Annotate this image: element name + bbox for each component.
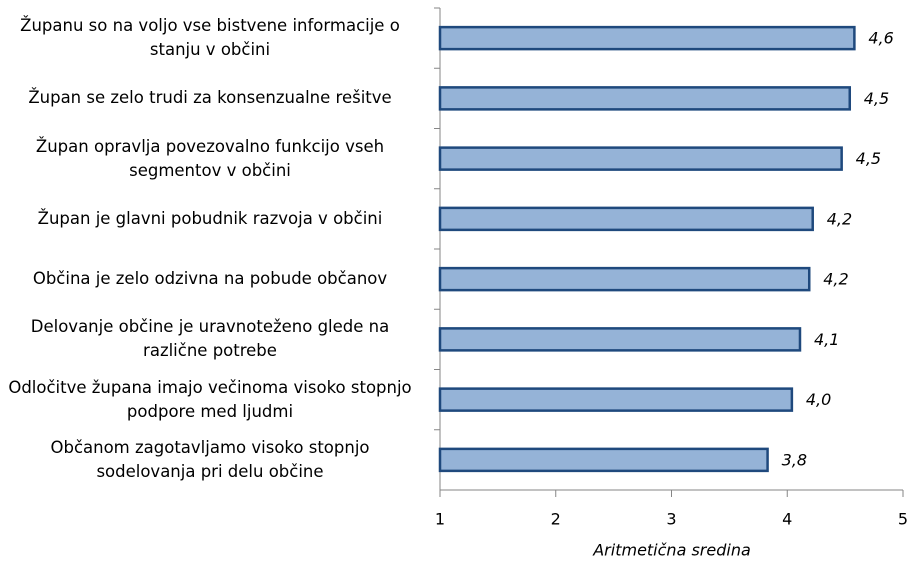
data-label: 4,0 bbox=[806, 390, 831, 409]
bar bbox=[438, 206, 814, 232]
x-tick-label: 5 bbox=[898, 510, 908, 529]
data-label: 3,8 bbox=[782, 450, 807, 469]
y-tick-label: Župan opravlja povezovalno funkcijo vseh… bbox=[35, 136, 385, 180]
y-tick-label: Županu so na voljo vse bistvene informac… bbox=[20, 16, 400, 60]
x-axis-title: Aritmetična sredina bbox=[592, 541, 751, 560]
y-tick-label: Občanom zagotavljamo visoko stopnjo sode… bbox=[50, 437, 370, 481]
data-label: 4,5 bbox=[856, 149, 881, 168]
x-tick-label: 2 bbox=[551, 510, 561, 529]
bar bbox=[438, 86, 852, 111]
y-tick-label: Odločitve župana imajo večinoma visoko s… bbox=[8, 377, 412, 421]
bar bbox=[438, 327, 802, 352]
x-tick-label: 4 bbox=[782, 510, 792, 529]
x-tick-label: 3 bbox=[666, 510, 676, 529]
data-label: 4,1 bbox=[814, 330, 839, 349]
bar bbox=[438, 387, 794, 412]
data-label: 4,2 bbox=[827, 209, 852, 228]
data-label: 4,6 bbox=[868, 29, 893, 48]
bar bbox=[438, 266, 811, 292]
y-tick-label: Župan je glavni pobudnik razvoja v občin… bbox=[37, 208, 383, 228]
x-tick-label: 1 bbox=[435, 510, 445, 529]
bar bbox=[438, 25, 856, 51]
data-label: 4,2 bbox=[823, 270, 848, 289]
bar bbox=[438, 146, 843, 171]
y-tick-label: Župan se zelo trudi za konsenzualne reši… bbox=[28, 88, 392, 108]
y-tick-label: Občina je zelo odzivna na pobude občanov bbox=[32, 269, 388, 289]
bar bbox=[438, 447, 769, 473]
data-label: 4,5 bbox=[864, 89, 889, 108]
y-tick-label: Delovanje občine je uravnoteženo glede n… bbox=[30, 317, 390, 361]
